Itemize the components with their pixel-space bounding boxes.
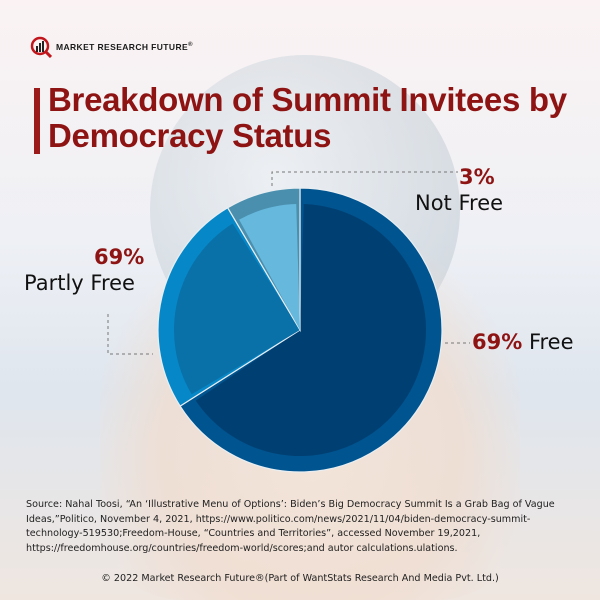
title-accent-bar [34, 88, 40, 154]
label-not-free-pct: 3% [459, 165, 495, 189]
leader-partly-free [107, 314, 153, 355]
source-note: Source: Nahal Toosi, “An ‘Illustrative M… [26, 499, 555, 554]
leader-not-free [271, 171, 458, 186]
pie-slice-face-partly-free [173, 223, 300, 395]
label-partly-free-name: Partly Free [24, 271, 135, 295]
label-free: 69% Free [472, 330, 574, 354]
pie-slice-face-free [195, 204, 426, 456]
brand-name: MARKET RESEARCH FUTURE® [56, 42, 193, 52]
label-not-free-name: Not Free [415, 191, 504, 215]
pie-slice-face-not-free [239, 204, 300, 330]
copyright: © 2022 Market Research Future®(Part of W… [101, 573, 499, 584]
brand-logo: MARKET RESEARCH FUTURE® [30, 36, 193, 58]
logo-magnifier-icon [30, 36, 52, 58]
page-title: Breakdown of Summit Invitees by Democrac… [48, 81, 567, 154]
label-partly-free-pct: 69% [94, 245, 145, 269]
